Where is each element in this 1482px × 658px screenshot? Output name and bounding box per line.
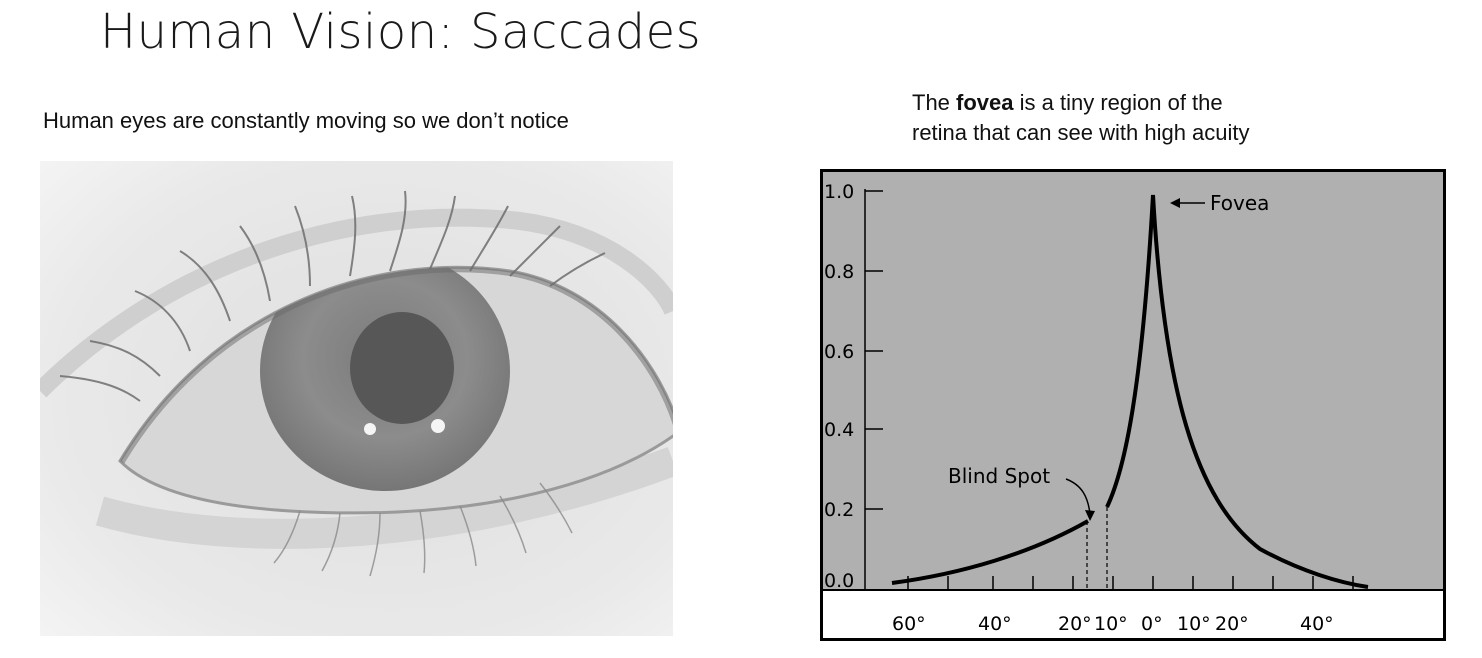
x-tick-label: 40° [978,613,1012,635]
blind-spot-annotation: Blind Spot [948,464,1050,488]
arrow-left-icon [1170,198,1180,208]
fovea-annotation: Fovea [1210,191,1269,215]
eye-photo [40,161,673,636]
acuity-curve-left [891,519,1089,585]
acuity-figure: 1.0 0.8 0.6 0.4 0.2 0.0 60° 40° 20° 10° … [820,169,1446,641]
y-tick-label: 0.6 [824,341,854,363]
pupil [350,312,454,424]
acuity-curve-center [1105,194,1369,589]
left-caption: Human eyes are constantly moving so we d… [43,108,569,133]
y-tick-label: 0.0 [824,570,854,592]
arrow-down-icon [1085,510,1095,521]
y-tick-label: 0.2 [824,499,854,521]
right-caption: The fovea is a tiny region of the retina… [912,88,1250,148]
slide-title: Human Vision: Saccades [100,4,702,60]
fovea-term: fovea [956,90,1014,115]
x-tick-label: 20° [1058,613,1092,635]
right-caption-line2: retina that can see with high acuity [912,120,1250,145]
x-tick-label: 10° [1094,613,1128,635]
x-tick-label: 40° [1300,613,1334,635]
right-caption-line1: The fovea is a tiny region of the [912,90,1223,115]
y-tick-label: 0.8 [824,261,854,283]
y-tick-label: 0.4 [824,419,854,441]
x-tick-label: 60° [892,613,926,635]
y-tick-label: 1.0 [824,181,854,203]
x-tick-label: 10° [1177,613,1211,635]
x-tick-label: 0° [1141,613,1163,635]
x-tick-label: 20° [1215,613,1249,635]
figure-plot-area [823,172,1443,590]
